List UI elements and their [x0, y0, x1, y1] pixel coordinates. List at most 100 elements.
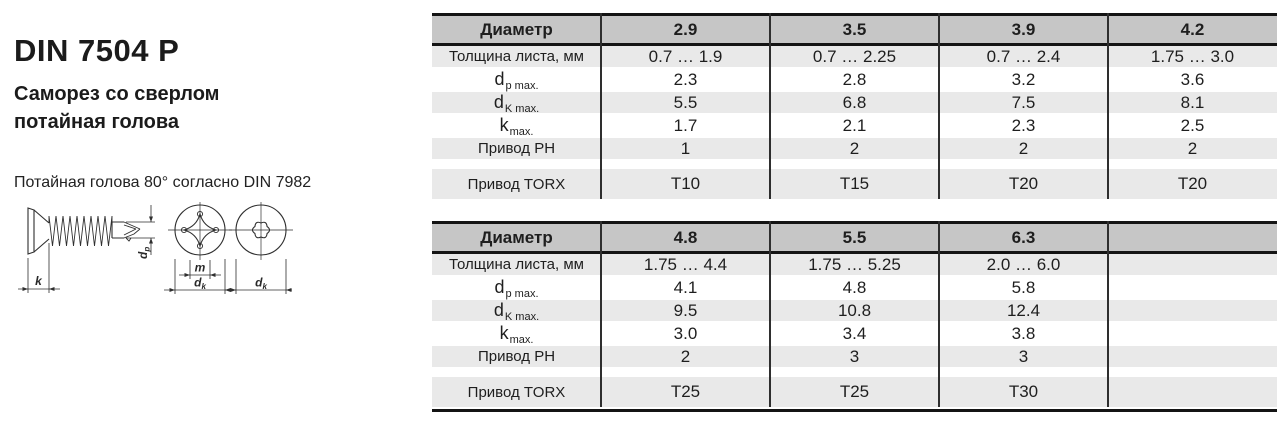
- diameter-value: 6.3: [1011, 227, 1036, 247]
- dim-label-k: k: [35, 274, 43, 288]
- table-cell: 0.7 … 2.25: [812, 46, 897, 66]
- table-cell: 5.8: [1011, 277, 1036, 297]
- phillips-head-view: m dk: [164, 202, 236, 294]
- column-divider: [769, 13, 771, 199]
- bottom-rule: [432, 409, 1277, 412]
- dimension-k: [18, 243, 60, 293]
- table-cell: 3: [849, 346, 860, 366]
- table-header-row: Диаметр 4.8 5.5 6.3: [432, 221, 1277, 254]
- table-cell: T30: [1008, 382, 1039, 401]
- left-panel: DIN 7504 P Саморез со сверлом потайная г…: [14, 0, 434, 437]
- table-row-k-max: kmax. 1.7 2.1 2.3 2.5: [432, 115, 1277, 138]
- diameter-value: 3.9: [1011, 19, 1036, 39]
- row-label-symbol: d: [493, 92, 504, 112]
- column-divider: [1107, 13, 1109, 199]
- row-label: dK max.: [432, 92, 601, 115]
- dim-label-dp: dp: [136, 247, 152, 259]
- table-cell: 2: [849, 138, 860, 158]
- table-cell: 0.7 … 2.4: [986, 46, 1061, 66]
- table-row-drive-torx: Привод TORX T25 T25 T30: [432, 377, 1277, 407]
- diameter-header-label: Диаметр: [480, 227, 553, 247]
- diameter-value: 4.8: [673, 227, 698, 247]
- row-label-subscript: p max.: [505, 288, 539, 300]
- table-cell: 3.4: [842, 323, 867, 343]
- table-cell: 9.5: [673, 300, 698, 320]
- column-divider: [769, 221, 771, 407]
- row-label: Привод PH: [477, 348, 556, 365]
- table-cell: 3.8: [1011, 323, 1036, 343]
- row-label-subscript: K max.: [504, 311, 540, 323]
- table-cell: 2: [1187, 138, 1198, 158]
- screw-side-view: dp k: [18, 205, 155, 293]
- table-cell: 1.75 … 5.25: [808, 254, 901, 274]
- row-label: dp max.: [432, 277, 601, 300]
- table-cell: T15: [839, 174, 870, 193]
- table-cell: 2.3: [1011, 115, 1036, 135]
- screw-pilot: [111, 221, 124, 239]
- table-row-sheet-thickness: Толщина листа, мм 1.75 … 4.4 1.75 … 5.25 2.…: [432, 254, 1277, 277]
- diameter-value: 5.5: [842, 227, 867, 247]
- dimension-dp: [126, 205, 155, 255]
- table-row-dk-max: dK max. 9.5 10.8 12.4: [432, 300, 1277, 323]
- row-label-subscript: max.: [509, 126, 534, 138]
- screw-head-cone: [33, 209, 50, 253]
- table-cell: 3.2: [1011, 69, 1036, 89]
- table-cell: T20: [1008, 174, 1039, 193]
- table-cell: 2: [1018, 138, 1029, 158]
- table-cell: 12.4: [1006, 300, 1041, 320]
- centerlines: [229, 202, 293, 260]
- table-cell: 3.6: [1180, 69, 1205, 89]
- table-cell: 1.75 … 4.4: [643, 254, 728, 274]
- diameter-value: 4.2: [1180, 19, 1205, 39]
- row-label: Привод TORX: [467, 383, 566, 401]
- table-cell: 4.1: [673, 277, 698, 297]
- table-row-drive-torx: Привод TORX T10 T15 T20 T20: [432, 169, 1277, 199]
- table-row-drive-ph: Привод PH 2 3 3: [432, 346, 1277, 369]
- torx-recess-icon: [251, 221, 271, 239]
- table-cell: T25: [670, 382, 701, 401]
- diameter-header-label: Диаметр: [480, 19, 553, 39]
- row-label-symbol: d: [493, 300, 504, 320]
- table-cell: 1.7: [673, 115, 698, 135]
- row-label: kmax.: [432, 115, 601, 138]
- column-divider: [938, 221, 940, 407]
- table-row-dp-max: dp max. 4.1 4.8 5.8: [432, 277, 1277, 300]
- row-label: Толщина листа, мм: [449, 48, 584, 65]
- dimension-m: [179, 260, 221, 279]
- table-cell: 1.75 … 3.0: [1150, 46, 1235, 66]
- table-cell: 5.5: [673, 92, 698, 112]
- row-label: Привод PH: [477, 140, 556, 157]
- table-cell: 1: [680, 138, 691, 158]
- table-cell: 2.3: [673, 69, 698, 89]
- product-subtitle: Саморез со сверлом потайная голова: [14, 80, 219, 136]
- centerlines: [168, 202, 232, 260]
- table-cell: 2.8: [842, 69, 867, 89]
- phillips-recess-icon: [181, 211, 219, 249]
- table-cell: 2: [680, 346, 691, 366]
- row-label-symbol: k: [499, 115, 509, 135]
- torx-head-view: dk: [225, 202, 293, 294]
- table-header-row: Диаметр 2.9 3.5 3.9 4.2: [432, 13, 1277, 46]
- column-divider: [600, 221, 602, 407]
- screw-technical-drawing: dp k: [14, 202, 294, 302]
- page-title: DIN 7504 P: [14, 32, 180, 68]
- subtitle-line-2: потайная голова: [14, 111, 180, 133]
- row-label-subscript: p max.: [505, 80, 539, 92]
- screw-head-face: [27, 207, 35, 255]
- table-cell: T10: [670, 174, 701, 193]
- table-cell: 2.5: [1180, 115, 1205, 135]
- row-label-symbol: d: [494, 69, 505, 89]
- table-cell: 2.1: [842, 115, 867, 135]
- row-label-symbol: k: [499, 323, 509, 343]
- table-cell: 3: [1018, 346, 1029, 366]
- table-cell: 0.7 … 1.9: [648, 46, 723, 66]
- table-cell: T25: [839, 382, 870, 401]
- screw-thread: [48, 215, 113, 247]
- table-cell: 10.8: [837, 300, 872, 320]
- row-label: dK max.: [432, 300, 601, 323]
- table-row-k-max: kmax. 3.0 3.4 3.8: [432, 323, 1277, 346]
- dim-label-dk-phillips: dk: [194, 276, 206, 292]
- column-divider: [1107, 221, 1109, 407]
- row-label-subscript: K max.: [504, 103, 540, 115]
